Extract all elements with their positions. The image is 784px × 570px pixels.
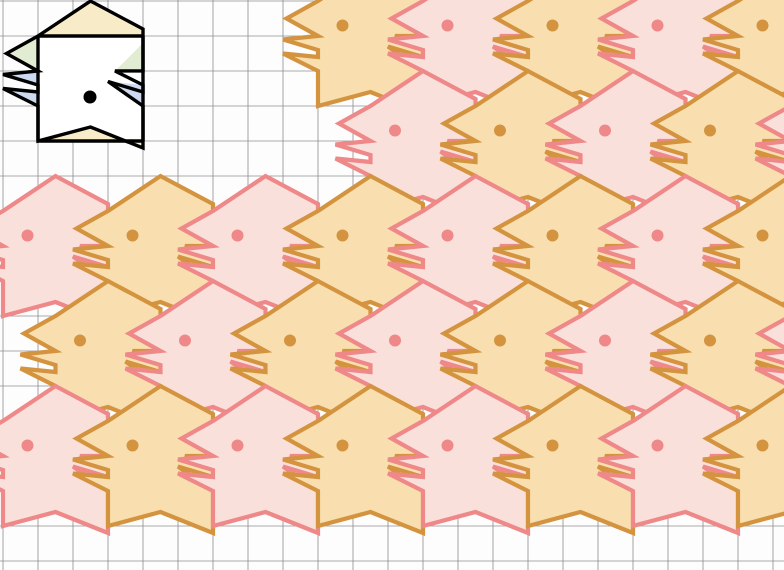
fish-eye-dot — [546, 19, 559, 32]
fish-eye-dot — [441, 19, 454, 32]
fish-eye-dot — [651, 19, 664, 32]
fish-tile — [649, 68, 784, 218]
fish-eye-dot — [651, 439, 664, 452]
fish-outline — [649, 278, 784, 428]
fish-tile — [649, 278, 784, 428]
fish-eye-dot — [126, 229, 139, 242]
fish-eye-dot — [599, 334, 611, 347]
template-fish — [2, 0, 145, 151]
fish-eye-dot — [21, 229, 34, 242]
fish-eye-dot — [756, 229, 769, 242]
template-part-bottom-yellow — [38, 127, 143, 148]
fish-outline — [702, 177, 784, 319]
fish-tile — [754, 317, 784, 386]
fish-outline — [702, 387, 784, 529]
fish-outline — [754, 107, 784, 176]
fish-tiling-layer — [0, 0, 784, 537]
fish-eye-dot — [546, 439, 559, 452]
fish-eye-dot — [231, 439, 244, 452]
fish-tile — [754, 107, 784, 176]
fish-eye-dot — [756, 19, 769, 32]
fish-eye-dot — [704, 334, 716, 347]
fish-eye-dot — [336, 229, 349, 242]
fish-eye-dot — [389, 334, 401, 347]
fish-tile — [702, 387, 784, 529]
fish-outline — [649, 68, 784, 218]
template-part-right-green — [115, 43, 143, 71]
fish-eye-dot — [494, 334, 506, 347]
template-part-left-green — [6, 36, 38, 71]
fish-eye-dot — [336, 439, 349, 452]
fish-eye-dot — [284, 334, 296, 347]
fish-eye-dot — [599, 124, 611, 137]
fish-outline — [754, 317, 784, 386]
fish-eye-dot — [441, 229, 454, 242]
fish-eye-dot — [336, 19, 349, 32]
fish-tile — [702, 0, 784, 109]
fish-eye-dot — [756, 439, 769, 452]
fish-eye-dot — [704, 124, 716, 137]
fish-tile — [702, 177, 784, 319]
fish-eye-dot — [546, 229, 559, 242]
fish-eye-dot — [179, 334, 191, 347]
fish-eye-dot — [231, 229, 244, 242]
fish-eye-dot — [21, 439, 34, 452]
fish-eye-dot — [74, 334, 86, 347]
template-part-top-yellow — [38, 1, 143, 37]
template-eye-dot — [83, 90, 97, 104]
fish-eye-dot — [651, 229, 664, 242]
fish-eye-dot — [126, 439, 139, 452]
fish-eye-dot — [389, 124, 401, 137]
fish-eye-dot — [441, 439, 454, 452]
fish-eye-dot — [494, 124, 506, 137]
